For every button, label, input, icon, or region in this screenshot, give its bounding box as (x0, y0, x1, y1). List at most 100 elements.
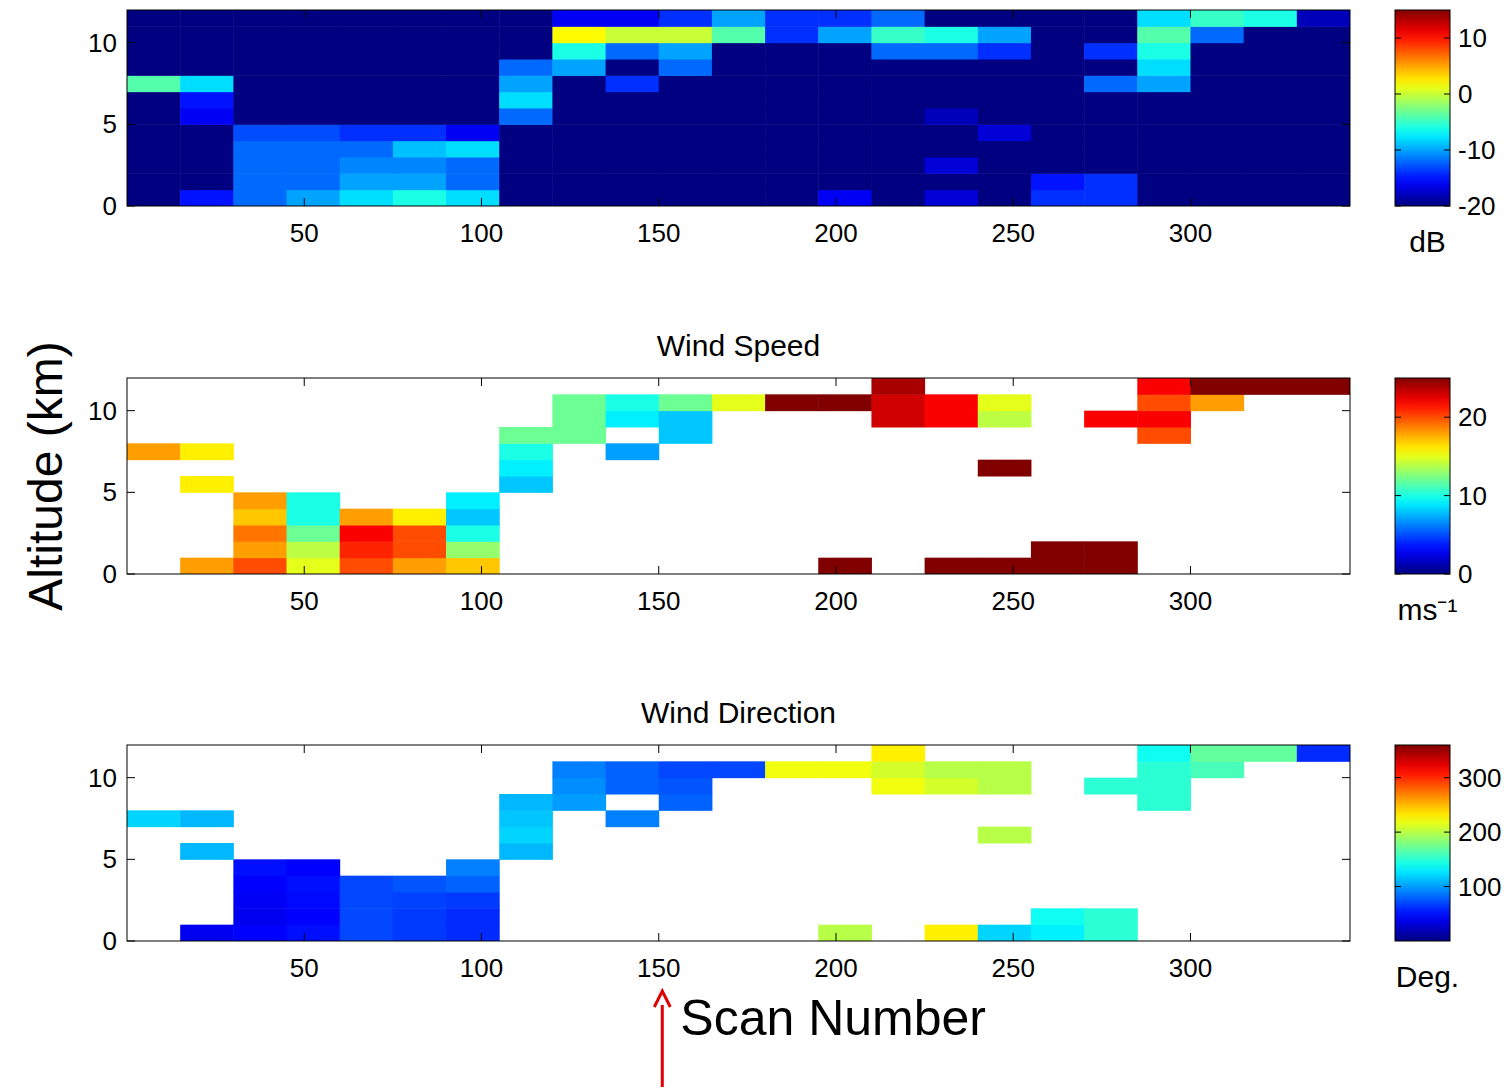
cell (446, 75, 500, 92)
cell (393, 925, 447, 941)
cell (765, 190, 819, 206)
cell (127, 10, 181, 27)
cell (446, 173, 500, 190)
cell (393, 141, 447, 158)
cell (552, 173, 606, 190)
cell (552, 75, 606, 92)
cell (393, 108, 447, 125)
cell (1244, 75, 1298, 92)
cell (606, 443, 660, 460)
cell (659, 427, 713, 444)
cell (818, 59, 872, 76)
cell (499, 108, 553, 125)
x-tick (481, 566, 482, 574)
cell (712, 173, 766, 190)
colorbar-tick-label: 100 (1458, 872, 1501, 902)
colorbar-label: Deg. (1396, 960, 1459, 993)
cell (1297, 59, 1350, 76)
cell (659, 411, 713, 428)
colorbar-tick (1444, 832, 1450, 833)
cell (233, 141, 287, 158)
y-tick (127, 124, 135, 125)
cell (659, 59, 713, 76)
x-tick-label: 100 (460, 953, 503, 983)
plot-bg (127, 10, 1350, 206)
cell (233, 892, 287, 909)
cell (446, 26, 500, 43)
cell (340, 173, 394, 190)
cell (606, 411, 660, 428)
x-tick (658, 10, 659, 18)
y-tick (127, 941, 135, 942)
y-tick-label: 10 (88, 396, 117, 426)
cell (127, 157, 181, 174)
cell (393, 190, 447, 206)
cell (233, 190, 287, 206)
y-tick (1342, 42, 1350, 43)
colorbar-tick (1444, 417, 1450, 418)
cell (233, 558, 287, 574)
cell (1137, 378, 1191, 395)
cell (393, 26, 447, 43)
cell (446, 876, 500, 893)
colorbar-tick (1395, 417, 1401, 418)
cell (499, 427, 553, 444)
x-tick (835, 745, 836, 753)
cell (127, 59, 181, 76)
colorbar-tick-label: -10 (1458, 135, 1496, 165)
cell (712, 190, 766, 206)
cell (1190, 108, 1244, 125)
cell (1137, 745, 1191, 762)
y-tick (1342, 206, 1350, 207)
cell (765, 26, 819, 43)
cell (871, 26, 925, 43)
cell (871, 141, 925, 158)
colorbar-tick-label: -20 (1458, 191, 1496, 221)
y-tick (127, 206, 135, 207)
y-tick-label: 0 (103, 559, 117, 589)
colorbar-tick (1444, 150, 1450, 151)
cell (1297, 92, 1350, 109)
x-tick (304, 566, 305, 574)
cell (446, 541, 500, 558)
cell (180, 26, 234, 43)
cell (1297, 26, 1350, 43)
cell (499, 443, 553, 460)
cell (818, 141, 872, 158)
cell (1031, 925, 1085, 941)
cell (1297, 378, 1350, 395)
cell (127, 190, 181, 206)
cell (393, 908, 447, 925)
colorbar-tick (1444, 886, 1450, 887)
cell (871, 10, 925, 27)
cell (180, 59, 234, 76)
cell (606, 59, 660, 76)
cell (552, 411, 606, 428)
x-tick (481, 10, 482, 18)
colorbar-tick (1395, 206, 1401, 207)
cell (925, 59, 979, 76)
colorbar-tick (1395, 150, 1401, 151)
cell (499, 173, 553, 190)
cell (446, 908, 500, 925)
cell (1137, 10, 1191, 27)
cell (180, 843, 234, 860)
y-tick (127, 42, 135, 43)
cell (1190, 761, 1244, 778)
colorbar-tick (1395, 777, 1401, 778)
colorbar-tick (1395, 886, 1401, 887)
cell (978, 558, 1032, 574)
cell (1244, 124, 1298, 141)
cell (233, 124, 287, 141)
cell (1137, 190, 1191, 206)
cell (393, 124, 447, 141)
cell (925, 141, 979, 158)
cell (712, 92, 766, 109)
cell (180, 141, 234, 158)
x-tick-label: 200 (814, 218, 857, 248)
cell (659, 141, 713, 158)
cell (340, 541, 394, 558)
cell (393, 558, 447, 574)
cell (1190, 394, 1244, 411)
cell (1190, 26, 1244, 43)
